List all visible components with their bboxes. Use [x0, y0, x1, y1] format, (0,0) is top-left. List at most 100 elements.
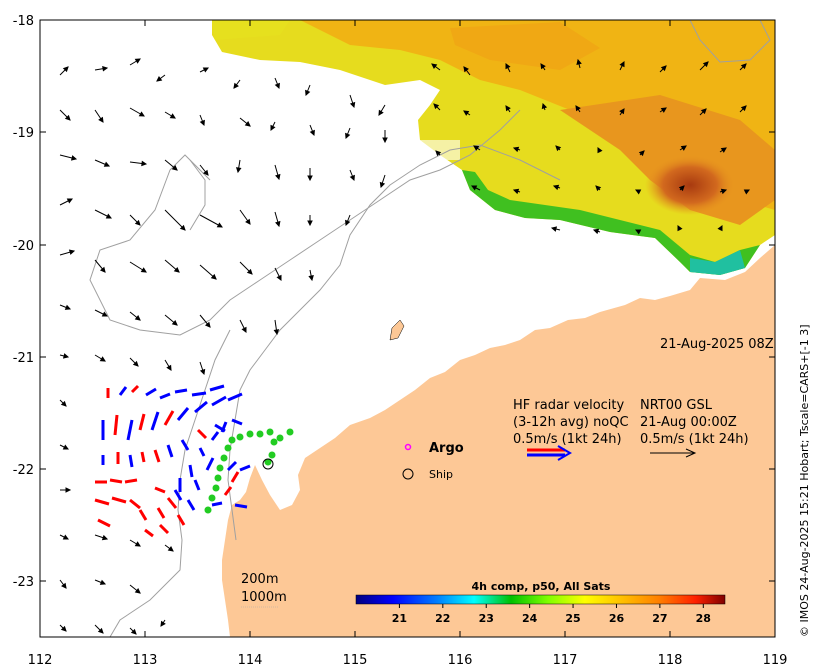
drifter-point: [270, 438, 278, 446]
x-tick-label: 116: [448, 653, 473, 668]
nrt-arrowhead: [166, 364, 172, 371]
x-tick-label: 113: [133, 653, 158, 668]
nrt-arrowhead: [270, 124, 276, 131]
nrt-arrowhead: [68, 249, 76, 255]
hf-radar-arrow: [230, 471, 240, 483]
nrt-arrowhead: [680, 145, 687, 151]
nrt-arrowhead: [595, 185, 602, 192]
nrt-velocity-arrows: [59, 58, 750, 635]
bathymetry-contours: [89, 20, 771, 637]
hf-radar-arrow: [173, 489, 183, 501]
hf-radar-arrow: [159, 392, 171, 400]
hf-radar-arrow: [158, 523, 170, 535]
nrt-arrowhead: [140, 267, 147, 273]
nrt-arrowhead: [130, 628, 137, 635]
nrt-arrowhead: [70, 155, 78, 161]
drifter-track: [204, 428, 294, 514]
hf-radar-arrow: [129, 498, 141, 510]
hf-radar-arrow: [118, 386, 128, 396]
drifter-point: [224, 444, 232, 452]
hf-radar-arrow: [156, 507, 166, 519]
drifter-point: [268, 451, 276, 459]
hf-radar-arrow: [154, 486, 166, 494]
nrt-arrowhead: [638, 150, 645, 157]
nrt-arrowhead: [199, 119, 205, 127]
nrt-arrowhead: [702, 61, 709, 68]
drifter-point: [236, 433, 244, 441]
nrt-arrowhead: [62, 66, 69, 73]
nrt-arrowhead: [473, 145, 480, 151]
y-tick-label: -20: [13, 239, 34, 254]
hf-radar-arrow: [109, 478, 123, 484]
hf-radar-arrow: [163, 410, 175, 426]
y-tick-label: -21: [13, 351, 34, 366]
nrt-arrowhead: [173, 266, 180, 273]
hf-radar-arrow: [188, 464, 194, 478]
y-tick-label: -23: [13, 575, 34, 590]
hf-legend-arrowhead: [557, 445, 572, 461]
nrt-arrowhead: [700, 108, 707, 115]
ship-marker: [262, 458, 274, 470]
nrt-arrowhead: [101, 311, 108, 317]
hf-radar-arrow: [226, 460, 238, 472]
hf-legend-line2: (3-12h avg) noQC: [513, 415, 629, 430]
drifter-point: [256, 430, 264, 438]
hf-radar-arrow: [111, 496, 127, 504]
timestamp: 21-Aug-2025 08Z: [660, 337, 774, 352]
nrt-arrowhead: [64, 114, 71, 121]
ship-legend-label: Ship: [429, 468, 453, 481]
nrt-arrowhead: [308, 275, 314, 282]
hf-radar-arrow: [138, 509, 148, 521]
nrt-arrowhead: [619, 61, 625, 68]
nrt-arrowhead: [171, 164, 178, 171]
nrt-arrowhead: [720, 147, 727, 153]
drifter-point: [246, 430, 254, 438]
nrt-arrowhead: [62, 444, 69, 450]
nrt-arrowhead: [505, 63, 511, 70]
nrt-arrowhead: [540, 63, 546, 70]
y-tick-label: -19: [13, 126, 34, 141]
nrt-arrowhead: [635, 229, 642, 235]
nrt-arrowhead: [678, 185, 685, 192]
nrt-arrowhead: [101, 534, 109, 541]
nrt-arrowhead: [97, 627, 104, 634]
colorbar-tick-label: 25: [565, 612, 580, 625]
tick-marks: [39, 19, 776, 637]
nrt-arrowhead: [463, 110, 470, 116]
drifter-point: [264, 458, 272, 466]
drifter-point: [286, 428, 294, 436]
hf-radar-arrow: [191, 391, 207, 397]
nrt-arrowhead: [305, 89, 311, 97]
nrt-legend-line2: 21-Aug 00:00Z: [640, 415, 737, 430]
nrt-arrowhead: [660, 107, 667, 113]
nrt-arrowhead: [378, 109, 384, 116]
plot-frame: [39, 19, 776, 638]
hf-radar-arrow: [144, 528, 154, 538]
hf-radar-arrow: [180, 439, 190, 451]
nrt-legend-line1: NRT00 GSL: [640, 398, 713, 413]
hf-radar-arrow: [205, 457, 215, 471]
nrt-arrowhead: [275, 173, 281, 181]
nrt-arrowhead: [541, 102, 548, 110]
hf-radar-arrow: [209, 384, 225, 392]
hf-radar-arrow: [220, 421, 228, 433]
hf-radar-arrow: [140, 451, 146, 463]
hf-radar-arrow: [166, 444, 174, 458]
nrt-arrowhead: [740, 105, 747, 112]
nrt-arrowhead: [235, 167, 242, 174]
nrt-arrowhead: [61, 582, 67, 589]
nrt-arrowhead: [512, 146, 520, 153]
hf-radar-arrow: [198, 447, 206, 457]
nrt-arrowhead: [210, 273, 217, 280]
hf-radar-arrow: [174, 388, 188, 394]
land-mass: [222, 245, 775, 637]
drifter-point: [266, 428, 274, 436]
hf-radar-arrow: [153, 449, 161, 463]
colorbar-tick-label: 28: [696, 612, 711, 625]
nrt-arrowhead: [62, 534, 69, 540]
hf-radar-arrow: [234, 503, 248, 509]
nrt-arrowhead: [156, 76, 163, 82]
credit-text: © IMOS 24-Aug-2025 15:21 Hobart; Tscale=…: [798, 324, 811, 637]
nrt-arrowhead: [132, 360, 139, 367]
hf-radar-arrow: [186, 499, 196, 511]
